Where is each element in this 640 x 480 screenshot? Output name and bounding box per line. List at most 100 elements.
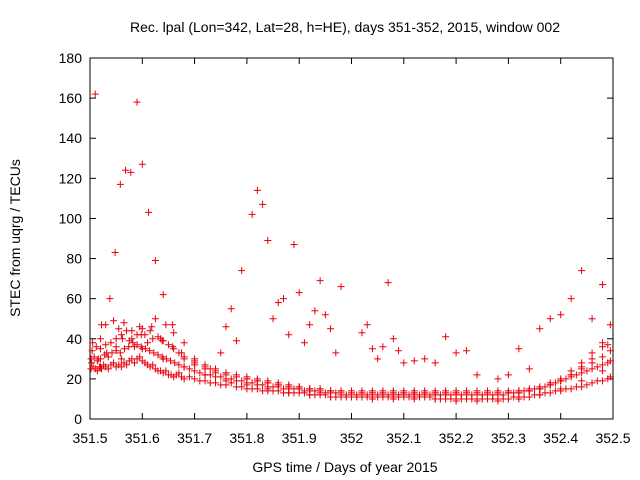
data-point: [306, 391, 314, 399]
data-point: [170, 329, 178, 337]
data-point: [196, 369, 204, 377]
data-point: [599, 343, 607, 351]
data-point: [127, 168, 135, 176]
data-point: [280, 295, 288, 303]
y-tick-label: 80: [66, 251, 82, 267]
x-tick-label: 351.7: [177, 430, 212, 446]
data-point: [117, 363, 125, 371]
data-point: [410, 357, 418, 365]
data-point: [116, 180, 124, 188]
data-point: [442, 333, 450, 341]
data-point: [332, 349, 340, 357]
data-point: [175, 361, 183, 369]
data-point: [162, 367, 170, 375]
data-point: [578, 383, 586, 391]
data-point: [151, 315, 159, 323]
data-point: [546, 381, 554, 389]
data-point: [588, 355, 596, 363]
data-point: [89, 339, 97, 347]
data-point: [593, 363, 601, 371]
data-point: [120, 319, 128, 327]
data-point: [212, 379, 220, 387]
data-point: [410, 389, 418, 397]
data-point: [148, 323, 156, 331]
data-point: [567, 385, 575, 393]
data-point: [368, 395, 376, 403]
data-point: [452, 349, 460, 357]
data-point: [159, 291, 167, 299]
data-point: [138, 345, 146, 353]
data-point: [243, 381, 251, 389]
data-point: [348, 393, 355, 401]
data-point: [473, 397, 481, 405]
data-point: [264, 377, 272, 385]
data-point: [321, 311, 329, 319]
data-point: [180, 339, 188, 347]
data-point: [180, 355, 188, 363]
data-point: [248, 210, 256, 218]
data-point: [368, 389, 376, 397]
data-point: [248, 379, 256, 387]
data-point: [164, 341, 172, 349]
data-point: [222, 369, 230, 377]
y-tick-label: 20: [66, 371, 82, 387]
data-point: [129, 339, 137, 347]
data-point: [410, 395, 418, 403]
data-point: [146, 347, 154, 355]
data-point: [98, 321, 106, 329]
data-point: [606, 347, 614, 355]
data-point: [264, 385, 272, 393]
data-point: [431, 395, 439, 403]
y-tick-labels: 0 20 40 60 80 100 120 140 160 180: [59, 50, 83, 427]
data-point: [110, 317, 118, 325]
data-point: [191, 375, 199, 383]
data-point: [494, 375, 502, 383]
data-point: [588, 379, 596, 387]
data-point: [117, 355, 125, 363]
data-point: [111, 249, 119, 257]
data-point: [389, 395, 397, 403]
data-point: [316, 277, 324, 285]
data-point: [557, 385, 565, 393]
data-point: [217, 373, 225, 381]
data-point: [136, 323, 144, 331]
data-point: [150, 349, 158, 357]
data-point: [175, 369, 183, 377]
data-point: [389, 335, 397, 343]
data-point: [90, 353, 98, 361]
data-point: [243, 373, 251, 381]
data-point: [379, 389, 387, 397]
data-point: [259, 381, 267, 389]
data-point: [525, 393, 533, 401]
data-point: [295, 383, 303, 391]
data-point: [463, 389, 471, 397]
data-point: [606, 373, 614, 381]
data-point: [104, 365, 112, 373]
data-point: [144, 339, 152, 347]
data-point: [295, 289, 303, 297]
data-point: [515, 395, 523, 403]
data-point: [227, 305, 235, 313]
data-point: [379, 343, 387, 351]
data-point: [525, 387, 533, 395]
data-point: [389, 389, 397, 397]
data-point: [578, 267, 586, 275]
data-point: [93, 367, 101, 375]
data-point: [110, 359, 118, 367]
data-point: [578, 377, 586, 385]
data-point: [311, 307, 319, 315]
data-point: [400, 359, 408, 367]
data-point: [94, 355, 102, 363]
data-point: [128, 327, 136, 335]
x-tick-label: 352.2: [439, 430, 474, 446]
x-tick-labels: 351.5 351.6 351.7 351.8 351.9 352 352.1 352.2 35…: [72, 430, 630, 446]
data-point: [96, 345, 104, 353]
data-point: [546, 389, 554, 397]
data-point: [103, 349, 111, 357]
data-point: [499, 391, 507, 399]
x-tick-label: 352.3: [491, 430, 526, 446]
data-point: [578, 363, 586, 371]
data-point: [180, 375, 188, 383]
data-point: [138, 160, 146, 168]
y-tick-label: 160: [59, 90, 83, 106]
